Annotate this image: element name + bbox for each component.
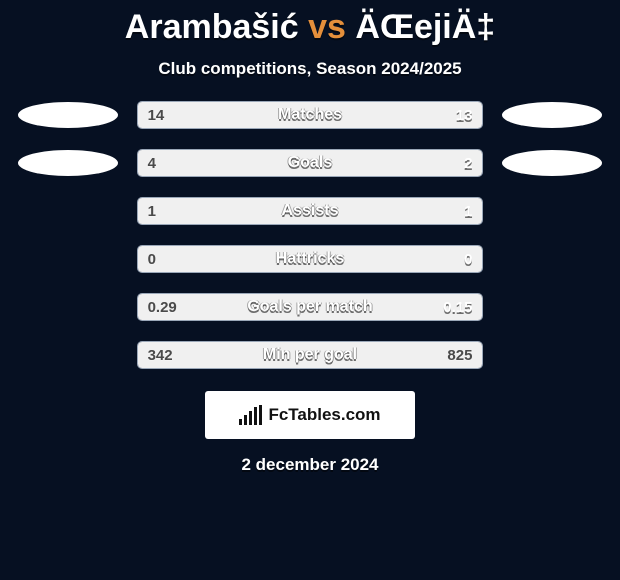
stat-bar: 00Hattricks <box>137 245 484 273</box>
stat-bar: 342825Min per goal <box>137 341 484 369</box>
stat-label: Goals <box>138 150 483 176</box>
stat-row: 42Goals <box>0 149 620 177</box>
brand-text: FcTables.com <box>268 405 380 425</box>
stat-row: 0.290.15Goals per match <box>0 293 620 321</box>
stat-row: 1413Matches <box>0 101 620 129</box>
right-side-slot <box>483 150 620 176</box>
stat-row: 00Hattricks <box>0 245 620 273</box>
stat-label: Min per goal <box>138 342 483 368</box>
bar-chart-icon <box>239 405 262 425</box>
player1-shape <box>18 102 118 128</box>
stat-bar: 11Assists <box>137 197 484 225</box>
vs-label: vs <box>308 8 346 46</box>
subtitle: Club competitions, Season 2024/2025 <box>0 59 620 79</box>
player2-name: ÄŒejiÄ‡ <box>355 8 495 46</box>
right-side-slot <box>483 102 620 128</box>
player1-shape <box>18 150 118 176</box>
stat-bar: 42Goals <box>137 149 484 177</box>
player2-shape <box>502 150 602 176</box>
stat-row: 342825Min per goal <box>0 341 620 369</box>
stat-label: Hattricks <box>138 246 483 272</box>
left-side-slot <box>0 102 137 128</box>
comparison-title: Arambašić vs ÄŒejiÄ‡ <box>0 0 620 47</box>
player2-shape <box>502 102 602 128</box>
left-side-slot <box>0 150 137 176</box>
stat-row: 11Assists <box>0 197 620 225</box>
brand-badge[interactable]: FcTables.com <box>205 391 415 439</box>
stat-label: Goals per match <box>138 294 483 320</box>
stat-bar: 1413Matches <box>137 101 484 129</box>
stat-label: Matches <box>138 102 483 128</box>
stat-bar: 0.290.15Goals per match <box>137 293 484 321</box>
player1-name: Arambašić <box>125 8 299 46</box>
stats-container: 1413Matches 42Goals 11Assists 00Hattricks 0.… <box>0 101 620 369</box>
generated-date: 2 december 2024 <box>0 455 620 475</box>
stat-label: Assists <box>138 198 483 224</box>
